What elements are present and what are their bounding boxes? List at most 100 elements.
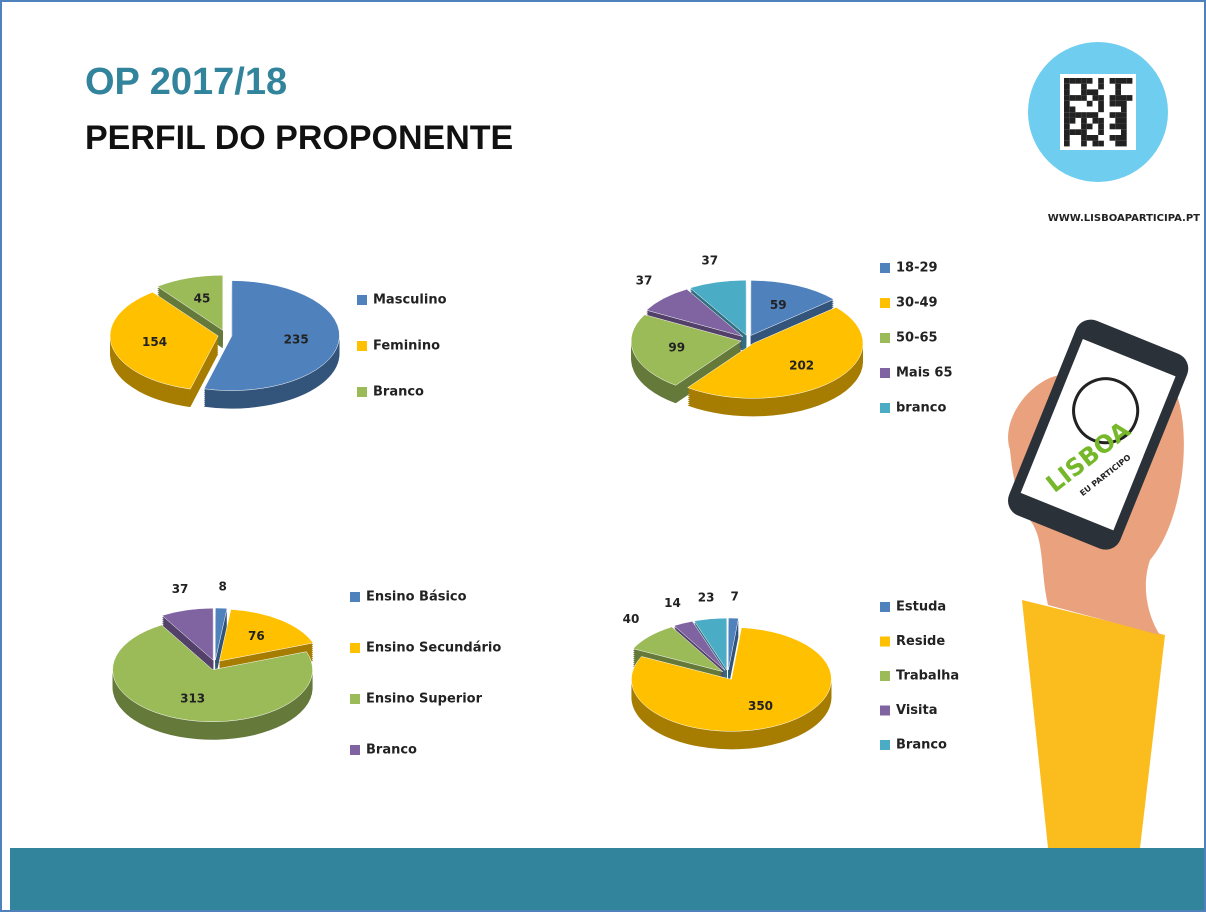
qr-cell — [1069, 106, 1076, 113]
qr-cell — [1121, 123, 1127, 130]
pie-slice — [689, 279, 747, 336]
legend-swatch — [880, 298, 890, 308]
legend-label: Trabalha — [896, 669, 959, 684]
qr-cell — [1121, 100, 1127, 107]
qr-cell — [1092, 89, 1099, 96]
phone: LISBOA EU PARTICIPO — [1007, 319, 1189, 550]
pie-slice — [687, 307, 864, 399]
legend-swatch — [350, 592, 360, 602]
pie-slice — [218, 609, 314, 662]
qr-cell — [1098, 100, 1104, 107]
legend-swatch — [350, 643, 360, 653]
qr-cell — [1086, 100, 1093, 107]
data-label: 202 — [789, 358, 814, 372]
pie-slice — [112, 624, 313, 722]
pie-slice — [645, 288, 744, 337]
legend-label: Masculino — [373, 293, 447, 308]
pie-slice — [109, 291, 219, 390]
legend-swatch — [357, 387, 367, 397]
qr-cell — [1098, 129, 1104, 135]
qr-cell — [1064, 112, 1070, 118]
qr-cell — [1109, 100, 1116, 107]
legend-swatch — [880, 333, 890, 343]
qr-cell — [1086, 78, 1093, 84]
qr-cell — [1064, 106, 1070, 113]
qr-cell — [1064, 129, 1070, 135]
qr-cell — [1115, 89, 1121, 96]
qr-cell — [1069, 112, 1076, 118]
qr-code — [1064, 78, 1133, 147]
website: WWW.LISBOAPARTICIPA.PT — [1048, 213, 1200, 224]
legend-swatch — [357, 295, 367, 305]
pie-slice — [673, 621, 726, 671]
qr-cell — [1098, 123, 1104, 130]
qr-cell — [1081, 78, 1087, 84]
qr-cell — [1115, 95, 1121, 101]
legend-swatch — [880, 368, 890, 378]
qr-cell — [1115, 135, 1121, 141]
qr-cell — [1092, 140, 1099, 147]
qr-cell — [1115, 100, 1121, 107]
pie-slice — [632, 626, 724, 672]
legend-swatch — [880, 602, 890, 612]
qr-cell — [1121, 95, 1127, 101]
legend-swatch — [357, 341, 367, 351]
qr-cell — [1075, 112, 1082, 118]
qr-cell — [1098, 117, 1104, 124]
legend-swatch — [880, 403, 890, 413]
qr-cell — [1092, 117, 1099, 124]
phone-screen — [1020, 338, 1176, 531]
qr-cell — [1075, 95, 1082, 101]
data-label: 45 — [194, 291, 211, 305]
qr-cell — [1126, 95, 1133, 101]
qr-cell — [1064, 140, 1070, 147]
data-label: 23 — [698, 590, 715, 604]
qr-cell — [1092, 95, 1099, 101]
qr-cell — [1086, 123, 1093, 130]
legend-swatch — [350, 745, 360, 755]
data-label: 154 — [142, 335, 167, 349]
pie-slice — [728, 617, 739, 671]
legend-swatch — [880, 636, 890, 647]
data-label: 37 — [172, 582, 189, 596]
qr-cell — [1115, 83, 1121, 90]
legend-swatch — [350, 694, 360, 704]
title: OP 2017/18 — [85, 61, 287, 103]
pie-slice — [215, 607, 228, 661]
legend-label: 50-65 — [896, 331, 938, 346]
legend-label: 18-29 — [896, 261, 938, 276]
qr-cell — [1098, 78, 1104, 84]
qr-cell — [1064, 89, 1070, 96]
qr-cell — [1064, 95, 1070, 101]
qr-cell — [1069, 129, 1076, 135]
qr-cell — [1064, 117, 1070, 124]
qr-cell — [1109, 135, 1116, 141]
qr-cell — [1069, 78, 1076, 84]
qr-cell — [1115, 117, 1121, 124]
data-label: 14 — [664, 596, 681, 610]
legend-label: Feminino — [373, 339, 440, 354]
legend-label: Visita — [896, 703, 937, 718]
qr-cell — [1081, 89, 1087, 96]
qr-cell — [1069, 95, 1076, 101]
legend-swatch — [880, 671, 890, 681]
legend-label: Branco — [896, 738, 947, 753]
data-label: 8 — [218, 580, 226, 594]
qr-cell — [1121, 78, 1127, 84]
qr-cell — [1098, 106, 1104, 113]
qr-cell — [1115, 112, 1121, 118]
qr-cell — [1121, 140, 1127, 147]
qr-cell — [1081, 123, 1087, 130]
sleeve — [1022, 600, 1165, 848]
qr-cell — [1064, 100, 1070, 107]
legend-swatch — [880, 705, 890, 716]
legend-swatch — [880, 740, 890, 750]
pie-slice — [750, 280, 835, 336]
data-label: 40 — [623, 612, 640, 626]
subtitle: PERFIL DO PROPONENTE — [85, 119, 513, 157]
pie-slice — [631, 627, 832, 732]
data-label: 350 — [748, 699, 773, 713]
qr-cell — [1121, 112, 1127, 118]
qr-cell — [1098, 95, 1104, 101]
